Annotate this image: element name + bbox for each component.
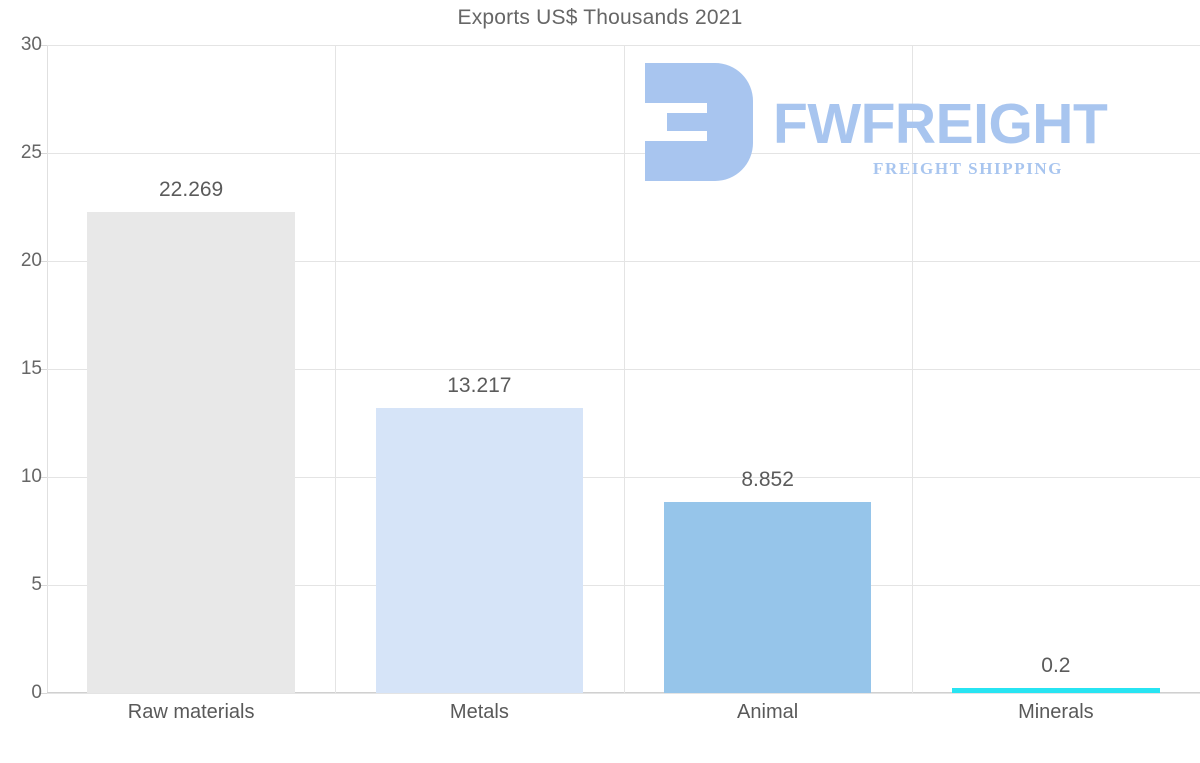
- y-axis-tick-mark: [39, 153, 47, 154]
- gridline-vertical: [912, 45, 913, 693]
- y-axis-tick-mark: [39, 369, 47, 370]
- bar-value-label: 8.852: [741, 467, 794, 491]
- gridline-horizontal: [47, 693, 1200, 694]
- bar-raw-materials[interactable]: [87, 212, 295, 693]
- bar-value-label: 13.217: [447, 373, 512, 397]
- x-axis-tick-label: Metals: [449, 701, 509, 723]
- gridline-horizontal: [47, 153, 1200, 154]
- bar-value-label: 22.269: [159, 177, 224, 201]
- y-axis-tick-label: 5: [31, 574, 42, 595]
- x-axis-tick-label: Animal: [737, 701, 799, 723]
- x-axis-tick-label: Minerals: [1018, 701, 1094, 723]
- y-axis-tick-mark: [39, 477, 47, 478]
- y-axis-tick-label: 15: [20, 358, 42, 379]
- y-axis-tick-mark: [39, 693, 47, 694]
- y-axis-tick-mark: [39, 261, 47, 262]
- bar-minerals[interactable]: [952, 688, 1160, 693]
- gridline-horizontal: [47, 369, 1200, 370]
- y-axis-tick-label: 30: [20, 34, 42, 55]
- y-axis-tick-label: 25: [20, 142, 42, 163]
- x-axis-line: [47, 692, 1200, 693]
- bar-animal[interactable]: [663, 501, 872, 693]
- y-axis-tick-label: 0: [31, 682, 42, 703]
- y-axis-tick-mark: [39, 585, 47, 586]
- y-axis-tick-mark: [39, 45, 47, 46]
- gridline-horizontal: [47, 45, 1200, 46]
- gridline-horizontal: [47, 261, 1200, 262]
- y-axis-tick-label: 20: [20, 250, 42, 271]
- gridline-vertical: [624, 45, 625, 693]
- x-axis-tick-label: Raw materials: [127, 701, 255, 723]
- gridline-horizontal: [47, 585, 1200, 586]
- gridline-horizontal: [47, 477, 1200, 478]
- plot-area: 22.269 13.217 8.852 0.2: [39, 45, 1200, 694]
- bar-value-label: 0.2: [1041, 654, 1071, 677]
- gridline-vertical: [335, 45, 336, 693]
- bar-metals[interactable]: [375, 407, 584, 693]
- chart-title: Exports US$ Thousands 2021: [457, 6, 743, 29]
- y-axis-tick-label: 10: [20, 466, 42, 487]
